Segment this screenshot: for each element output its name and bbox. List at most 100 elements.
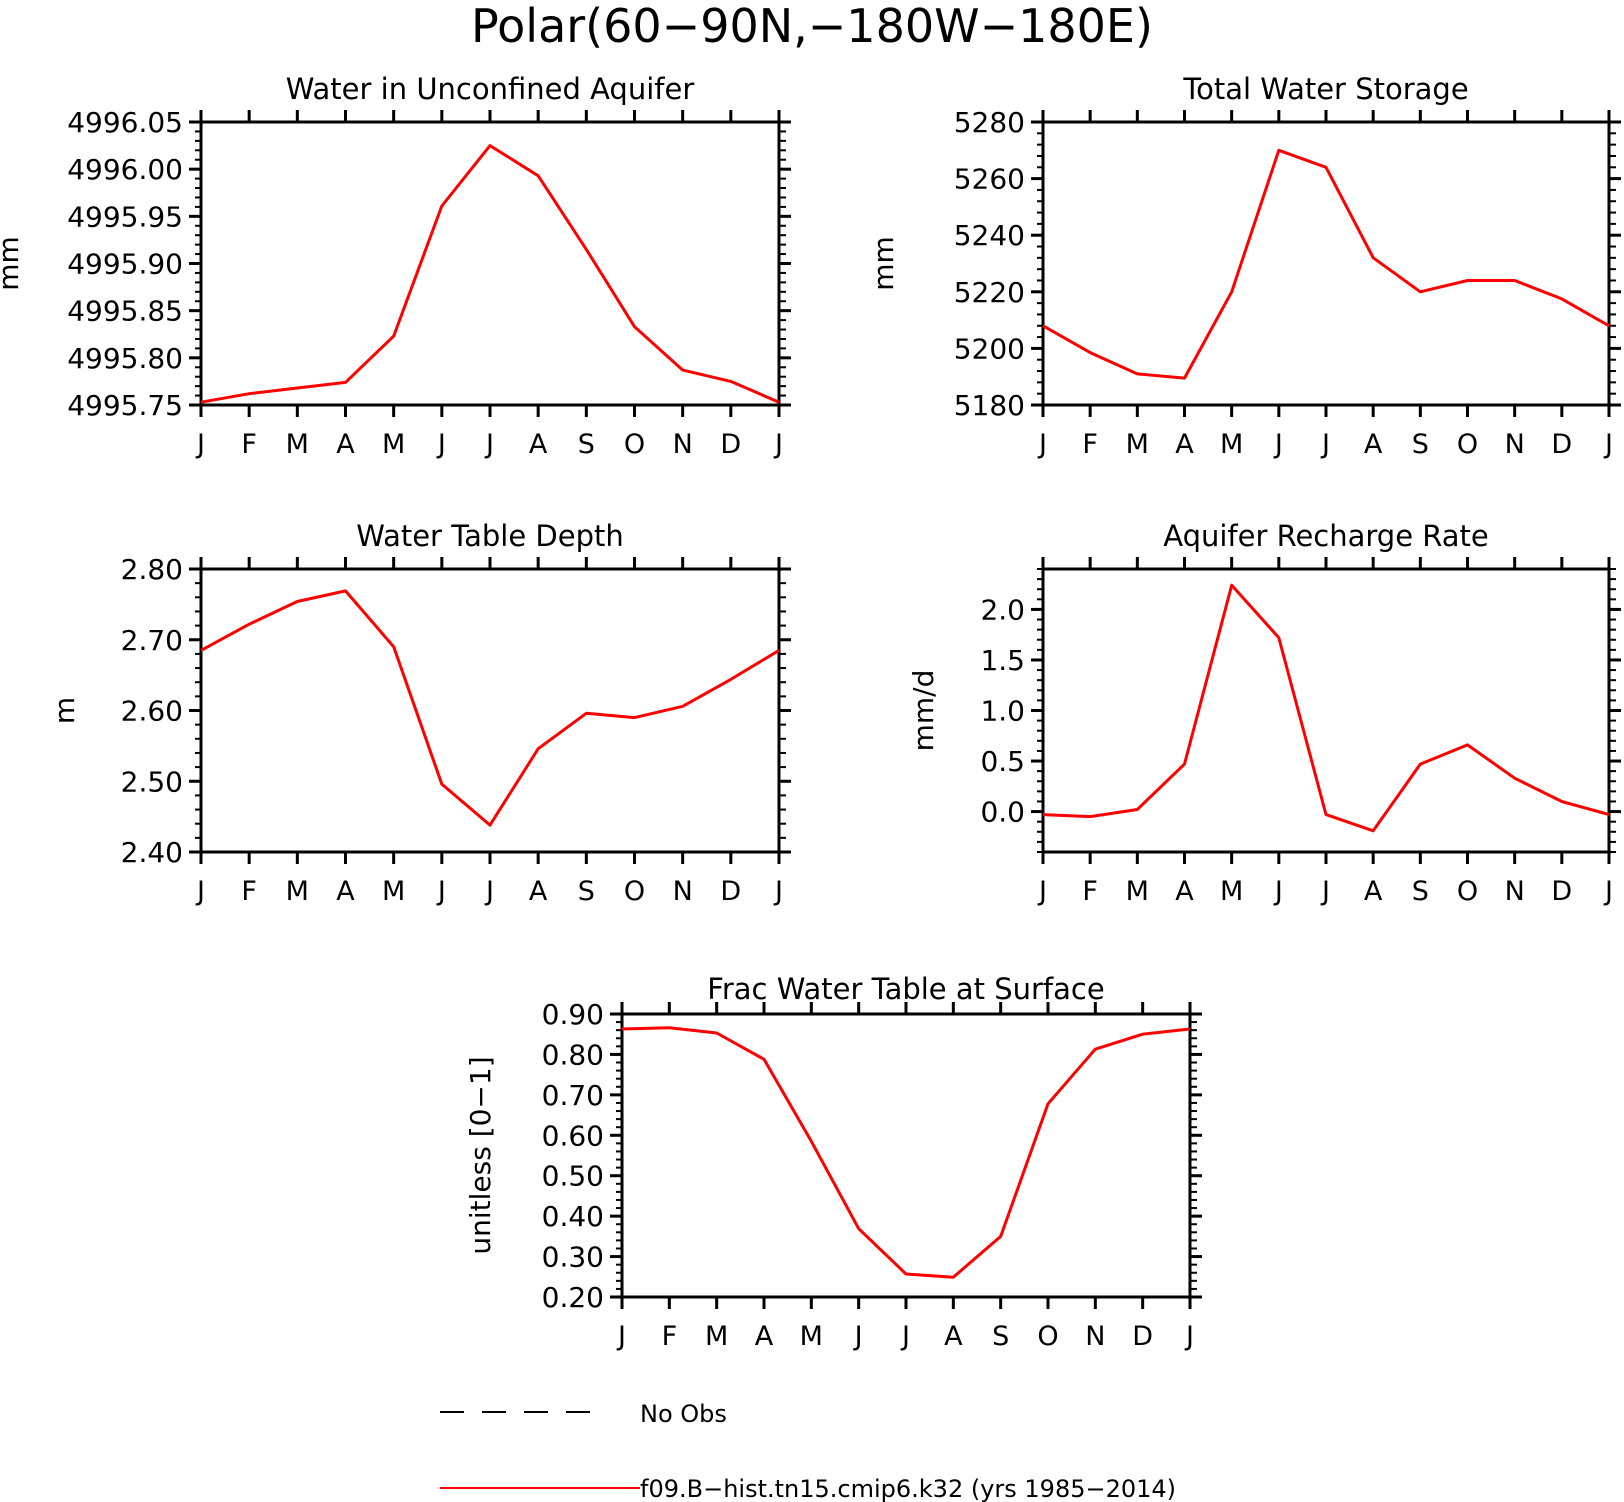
y-tick-label: 4996.00 <box>67 153 183 186</box>
x-tick-label: J <box>1273 429 1283 460</box>
y-tick-label: 2.70 <box>121 624 183 657</box>
y-tick-label: 2.80 <box>121 553 183 586</box>
x-tick-label: J <box>436 429 446 460</box>
x-tick-label: M <box>1220 429 1243 460</box>
x-tick-label: M <box>286 429 309 460</box>
y-tick-label: 4995.90 <box>67 248 183 281</box>
panel-title: Frac Water Table at Surface <box>707 972 1104 1006</box>
x-tick-label: F <box>1082 876 1098 907</box>
x-tick-label: D <box>720 429 741 460</box>
x-tick-label: A <box>336 876 355 907</box>
x-tick-label: A <box>1175 429 1194 460</box>
y-tick-label: 5280 <box>954 106 1025 139</box>
series-line <box>1042 148 1610 380</box>
y-tick-label: 2.50 <box>121 765 183 798</box>
x-tick-label: A <box>1175 876 1194 907</box>
x-tick-label: J <box>1320 429 1330 460</box>
x-tick-label: J <box>1037 876 1047 907</box>
y-tick-label: 4995.75 <box>67 389 183 422</box>
y-tick-label: 2.60 <box>121 695 183 728</box>
legend: No Obs f09.B−hist.tn15.cmip6.k32 (yrs 19… <box>440 1400 1176 1502</box>
panel-title: Total Water Storage <box>1182 72 1468 106</box>
x-tick-label: S <box>578 429 595 460</box>
x-tick-label: N <box>673 876 693 907</box>
x-tick-label: J <box>773 876 783 907</box>
x-tick-label: J <box>1603 429 1613 460</box>
x-tick-label: N <box>1505 876 1525 907</box>
x-tick-label: J <box>195 876 205 907</box>
x-tick-label: M <box>382 429 405 460</box>
x-tick-label: A <box>1364 876 1383 907</box>
x-tick-label: M <box>382 876 405 907</box>
x-tick-label: J <box>1320 876 1330 907</box>
y-tick-label: 5200 <box>954 332 1025 365</box>
panel-title: Water in Unconfined Aquifer <box>286 72 695 106</box>
x-tick-label: A <box>944 1321 963 1352</box>
x-tick-label: S <box>1412 429 1429 460</box>
x-tick-label: J <box>195 429 205 460</box>
y-tick-label: 0.70 <box>542 1079 604 1112</box>
y-tick-label: 5260 <box>954 163 1025 196</box>
x-tick-label: F <box>1082 429 1098 460</box>
y-axis-label: mm <box>0 236 25 291</box>
x-tick-label: F <box>662 1321 678 1352</box>
y-tick-label: 0.30 <box>542 1241 604 1274</box>
x-tick-label: O <box>1457 876 1478 907</box>
x-tick-label: A <box>1364 429 1383 460</box>
y-tick-label: 4995.95 <box>67 200 183 233</box>
x-tick-label: M <box>705 1321 728 1352</box>
y-axis-label: mm <box>867 236 900 291</box>
y-tick-label: 0.90 <box>542 998 604 1031</box>
x-tick-label: S <box>578 876 595 907</box>
x-tick-label: J <box>1184 1321 1194 1352</box>
y-tick-label: 4996.05 <box>67 106 183 139</box>
x-tick-label: M <box>1126 876 1149 907</box>
x-tick-label: M <box>286 876 309 907</box>
panel-title: Aquifer Recharge Rate <box>1163 519 1489 553</box>
y-axis-label: m <box>48 697 81 724</box>
y-axis-label: mm/d <box>907 670 940 752</box>
y-tick-label: 0.60 <box>542 1119 604 1152</box>
x-tick-label: J <box>484 876 494 907</box>
x-tick-label: S <box>1412 876 1429 907</box>
series-line <box>621 1026 1191 1279</box>
x-tick-label: F <box>241 876 257 907</box>
y-tick-label: 2.40 <box>121 836 183 869</box>
x-tick-label: J <box>773 429 783 460</box>
y-tick-label: 1.5 <box>980 644 1025 677</box>
series-line <box>200 589 780 827</box>
y-tick-label: 5240 <box>954 219 1025 252</box>
y-tick-label: 5180 <box>954 389 1025 422</box>
x-tick-label: N <box>673 429 693 460</box>
y-tick-label: 1.0 <box>980 695 1025 728</box>
x-tick-label: J <box>853 1321 863 1352</box>
y-tick-label: 0.5 <box>980 745 1025 778</box>
series-line <box>200 144 780 404</box>
x-tick-label: M <box>1220 876 1243 907</box>
x-tick-label: J <box>1037 429 1047 460</box>
x-tick-label: A <box>529 876 548 907</box>
x-tick-label: A <box>529 429 548 460</box>
x-tick-label: O <box>624 429 645 460</box>
panel-frac-water-table-at-surface: Frac Water Table at Surface unitless [0−1… <box>464 972 1202 1352</box>
y-tick-label: 0.0 <box>980 796 1025 829</box>
series-line <box>1042 583 1610 833</box>
y-tick-label: 4995.85 <box>67 295 183 328</box>
x-tick-label: D <box>1551 876 1572 907</box>
x-tick-label: M <box>1126 429 1149 460</box>
legend-model-label: f09.B−hist.tn15.cmip6.k32 (yrs 1985−2014… <box>640 1475 1176 1502</box>
plot-frame <box>199 567 781 854</box>
y-tick-label: 0.40 <box>542 1200 604 1233</box>
x-tick-label: F <box>241 429 257 460</box>
plot-frame <box>199 120 781 407</box>
y-tick-label: 5220 <box>954 276 1025 309</box>
x-tick-label: J <box>1603 876 1613 907</box>
figure-title: Polar(60−90N,−180W−180E) <box>471 0 1153 53</box>
x-tick-label: D <box>1132 1321 1153 1352</box>
y-tick-label: 2.0 <box>980 593 1025 626</box>
x-tick-label: S <box>992 1321 1009 1352</box>
x-tick-label: D <box>1551 429 1572 460</box>
